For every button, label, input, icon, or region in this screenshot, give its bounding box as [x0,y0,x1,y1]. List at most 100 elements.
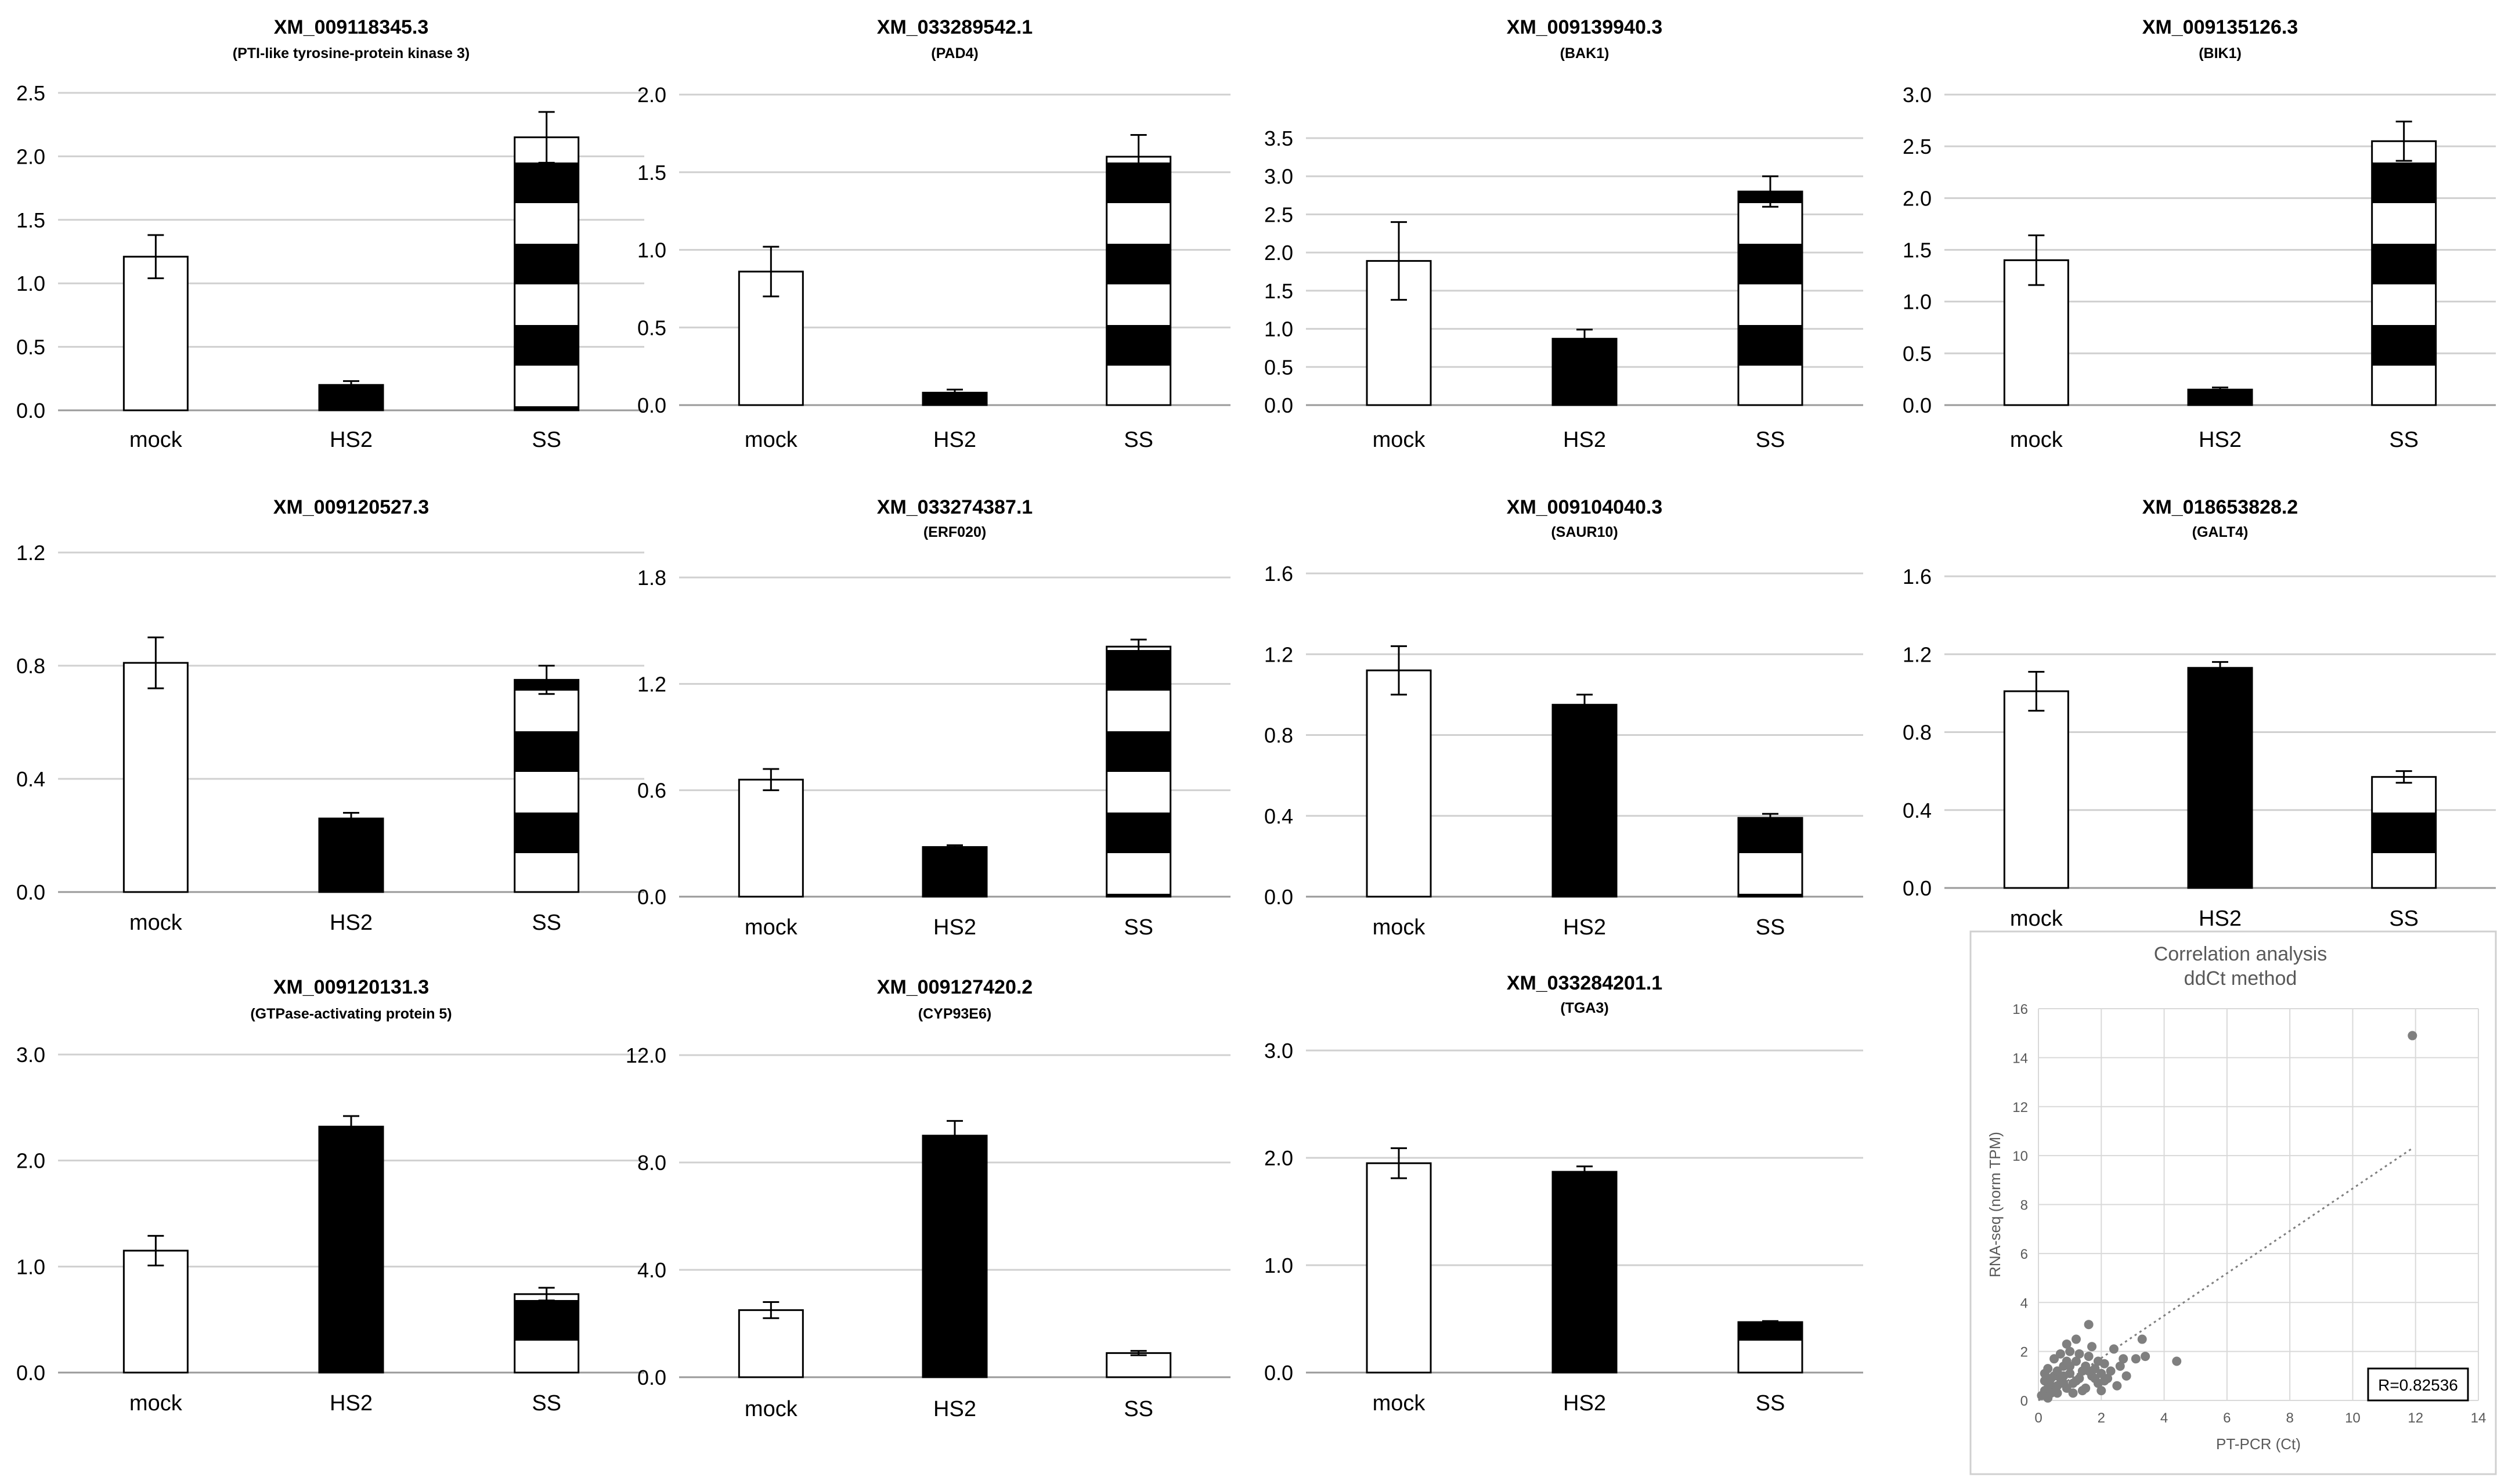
scatter-x-tick-label: 0 [2034,1410,2042,1426]
y-tick-label: 3.0 [16,1043,45,1067]
scatter-point [2046,1388,2056,1398]
scatter-point [2121,1371,2131,1381]
scatter-point [2099,1376,2109,1386]
y-tick-label: 1.5 [1903,239,1932,262]
chart-title: XM_009127420.2 [877,976,1033,998]
x-category-label: mock [129,428,183,452]
scatter-point [2141,1352,2150,1362]
x-category-label: mock [745,1397,798,1421]
y-tick-label: 2.0 [1264,241,1293,265]
y-tick-label: 0.0 [16,1361,45,1385]
y-tick-label: 0.4 [1903,799,1932,822]
chart-subtitle: (SAUR10) [1551,524,1618,540]
scatter-y-tick-label: 6 [2020,1247,2028,1262]
y-tick-label: 2.5 [1264,203,1293,226]
chart-title: XM_009118345.3 [274,16,429,38]
y-tick-label: 1.0 [16,272,45,295]
y-tick-label: 1.2 [637,672,666,696]
y-tick-label: 1.5 [16,208,45,232]
scatter-point [2087,1342,2097,1352]
scatter-x-axis-label: PT-PCR (Ct) [2216,1435,2301,1453]
y-tick-label: 1.6 [1903,565,1932,588]
bar-hs2 [922,1135,988,1378]
y-tick-label: 0.8 [1903,721,1932,745]
y-tick-label: 2.0 [1264,1146,1293,1170]
bar-mock [738,778,804,898]
chart-title: XM_033289542.1 [877,16,1033,38]
y-tick-label: 0.4 [16,767,45,791]
scatter-annotation: R=0.82536 [2378,1376,2458,1394]
y-tick-label: 2.5 [16,81,45,105]
y-tick-label: 0.4 [1264,804,1293,828]
scatter-annotation-box [2367,1367,2469,1402]
bar-ss [514,136,580,411]
scatter-point [2065,1346,2075,1356]
bar-ss [1737,190,1803,406]
scatter-x-tick-label: 8 [2286,1410,2293,1426]
bar-chart-panel-9: XM_009120131.3 (GTPase-activating protein… [16,976,644,1416]
scatter-y-tick-label: 8 [2020,1198,2028,1214]
bar-chart-panel-8: XM_018653828.2 (GALT4) 0.0 0.4 0.8 1.2 1.6 mock… [1903,496,2496,931]
scatter-point [2065,1361,2075,1371]
y-tick-label: 1.0 [637,239,666,262]
y-tick-label: 0.0 [1264,1361,1293,1385]
scatter-point [2093,1356,2103,1366]
chart-subtitle: (GTPase-activating protein 5) [250,1006,452,1022]
scatter-x-tick-label: 12 [2408,1410,2423,1426]
scatter-point [2055,1349,2065,1359]
y-tick-label: 8.0 [637,1151,666,1175]
scatter-point [2077,1386,2087,1396]
scatter-point [2172,1356,2182,1366]
x-category-label: SS [2389,907,2419,931]
chart-subtitle: (GALT4) [2192,524,2249,540]
y-tick-label: 0.8 [16,654,45,678]
x-category-label: mock [2010,907,2063,931]
bar-ss [1106,1352,1172,1378]
bar-mock [738,1309,804,1378]
x-category-label: mock [745,915,798,940]
bar-chart-panel-6: XM_033274387.1 (ERF020) 0.0 0.6 1.2 1.8 mock HS… [637,496,1230,940]
y-tick-label: 2.0 [1903,186,1932,210]
x-category-label: HS2 [330,1391,373,1416]
scatter-point [2084,1366,2094,1376]
bar-chart-panel-3: XM_009139940.3 (BAK1) 0.0 0.5 1.0 1.5 2.0 2.5 3.… [1264,16,1863,452]
chart-title: XM_009104040.3 [1507,496,1662,518]
x-category-label: mock [129,911,183,935]
y-tick-label: 0.6 [637,779,666,803]
y-tick-label: 3.0 [1264,165,1293,189]
bar-chart-panel-4: XM_009135126.3 (BIK1) 0.0 0.5 1.0 1.5 2.0 2.5 3.… [1903,16,2496,452]
scatter-point [2071,1376,2081,1386]
y-tick-label: 1.0 [16,1255,45,1279]
y-tick-label: 12.0 [626,1044,666,1067]
bar-ss [1106,645,1172,898]
x-category-label: SS [1124,1397,1153,1421]
y-tick-label: 0.5 [16,335,45,359]
scatter-point [2090,1374,2100,1384]
y-tick-label: 0.0 [637,393,666,417]
scatter-y-tick-label: 16 [2012,1002,2028,1017]
chart-subtitle: (BIK1) [2199,45,2242,62]
bar-ss [514,678,580,893]
scatter-point [2084,1320,2094,1330]
x-category-label: HS2 [1563,915,1606,940]
scatter-point [2074,1349,2084,1359]
y-tick-label: 1.5 [1264,279,1293,303]
chart-subtitle: (ERF020) [923,524,986,540]
y-tick-label: 0.0 [1903,393,1932,417]
scatter-point [2062,1339,2072,1349]
x-category-label: mock [2010,428,2063,452]
bar-ss [514,1293,580,1374]
y-tick-label: 2.0 [16,145,45,168]
x-category-label: SS [1124,915,1153,940]
chart-panels: XM_009118345.3 (PTI-like tyrosine-protein… [16,16,2497,1475]
scatter-point [2131,1354,2141,1364]
chart-subtitle: (CYP93E6) [918,1006,991,1022]
scatter-x-tick-label: 14 [2471,1410,2487,1426]
y-tick-label: 1.2 [1903,642,1932,666]
y-tick-label: 0.0 [1264,393,1293,417]
x-category-label: mock [1373,1391,1426,1416]
x-category-label: SS [1756,1391,1785,1416]
x-category-label: SS [1756,428,1785,452]
chart-title: XM_033274387.1 [877,496,1033,518]
bar-ss [2371,140,2437,406]
